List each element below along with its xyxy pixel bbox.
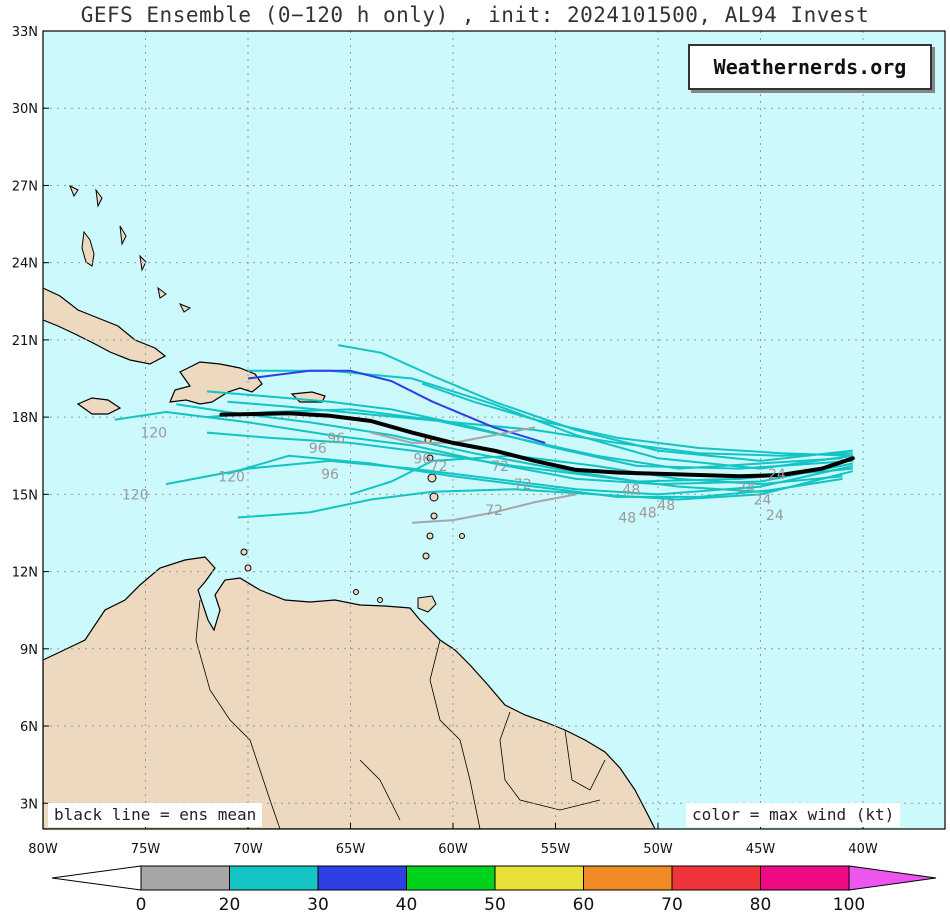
colorbar-segment <box>140 865 230 891</box>
forecast-hour-label: 96 <box>309 441 327 457</box>
forecast-hour-label: 48 <box>618 511 636 527</box>
colorbar-segment <box>406 865 496 891</box>
lat-tick-label: 6N <box>20 720 38 735</box>
ensemble-member-track <box>237 472 843 519</box>
ensemble-member-track <box>421 382 853 457</box>
ensemble-member-track <box>227 400 853 457</box>
colorbar-tick-label: 50 <box>484 895 506 915</box>
lat-tick-label: 33N <box>12 25 38 40</box>
colorbar-tick-label: 30 <box>307 895 329 915</box>
mean-line-note: black line = ens mean <box>48 803 263 827</box>
forecast-hour-label: 24 <box>768 467 786 483</box>
forecast-hour-label: 24 <box>737 480 755 496</box>
lat-tick-label: 18N <box>12 411 38 426</box>
land-jamaica <box>76 397 122 415</box>
ensemble-member-track <box>350 454 843 496</box>
lon-tick-label: 50W <box>643 842 673 857</box>
forecast-hour-label: 24 <box>766 508 784 524</box>
ensemble-member-track <box>206 431 843 493</box>
forecast-hour-label: 120 <box>140 426 167 442</box>
longitude-labels: 80W 75W 70W 65W 60W 55W 50W 45W 40W <box>28 823 878 857</box>
forecast-hour-label: 120 <box>122 488 149 504</box>
lat-tick-label: 15N <box>12 488 38 503</box>
forecast-hour-label: 48 <box>639 506 657 522</box>
land-trinidad <box>417 595 437 613</box>
forecast-hour-label: 72 <box>485 503 503 519</box>
map-title: GEFS Ensemble (0−120 h only) , init: 202… <box>80 3 870 27</box>
colorbar-segment <box>494 865 584 891</box>
colorbar-segment <box>583 865 673 891</box>
lat-tick-label: 27N <box>12 179 38 194</box>
land-bahamas <box>69 184 192 313</box>
lat-tick-label: 24N <box>12 257 38 272</box>
lon-tick-label: 60W <box>438 842 468 857</box>
colorbar-segment <box>760 865 850 891</box>
forecast-hour-label: 72 <box>491 459 509 475</box>
colorbar-tick-label: 80 <box>750 895 772 915</box>
lat-tick-label: 3N <box>20 797 38 812</box>
land-hispaniola <box>169 361 263 405</box>
latitude-labels: 3N 6N 9N 12N 15N 18N 21N 24N 27N 30N 33N <box>12 25 49 812</box>
forecast-hour-label: 48 <box>657 498 675 514</box>
lat-tick-label: 12N <box>12 566 38 581</box>
ensemble-member-track <box>411 493 577 524</box>
ensemble-member-track <box>206 408 843 470</box>
grid-lines <box>43 31 945 829</box>
colorbar-tick-label: 70 <box>661 895 683 915</box>
forecast-hour-label: 48 <box>622 482 640 498</box>
wind-color-note: color = max wind (kt) <box>686 803 901 827</box>
forecast-hour-label: 24 <box>754 493 772 509</box>
forecast-hour-label: 96 <box>413 451 431 467</box>
colorbar-tick-label: 100 <box>833 895 865 915</box>
lon-tick-label: 70W <box>233 842 263 857</box>
ensemble-member-track <box>338 344 853 462</box>
plot-frame <box>42 30 946 830</box>
lat-tick-label: 21N <box>12 334 38 349</box>
forecast-hour-label: 96 <box>327 431 345 447</box>
wind-colorbar: 0 20 30 40 50 60 70 80 100 <box>51 865 937 915</box>
colorbar-segment <box>317 865 407 891</box>
lon-tick-label: 55W <box>541 842 571 857</box>
colorbar-low-arrow <box>51 865 142 891</box>
lon-tick-label: 40W <box>848 842 878 857</box>
ensemble-member-track <box>247 369 546 444</box>
forecast-hour-label: 120 <box>218 469 245 485</box>
lon-tick-label: 65W <box>336 842 366 857</box>
land-layer <box>43 184 656 829</box>
forecast-hour-label: 96 <box>321 467 339 483</box>
forecast-hour-label: 72 <box>514 477 532 493</box>
country-borders <box>195 599 606 829</box>
colorbar-high-arrow <box>848 865 937 891</box>
lon-tick-label: 80W <box>28 842 58 857</box>
lat-tick-label: 30N <box>12 102 38 117</box>
colorbar-tick-label: 0 <box>136 895 147 915</box>
land-lesser-antilles <box>240 436 465 603</box>
colorbar-tick-label: 20 <box>219 895 241 915</box>
colorbar-tick-label: 40 <box>396 895 418 915</box>
weathernerds-logo-box: Weathernerds.org <box>688 44 932 90</box>
ensemble-mean-track <box>219 411 855 479</box>
land-cuba <box>43 287 167 365</box>
lon-tick-label: 75W <box>131 842 161 857</box>
forecast-hour-label: 72 <box>430 459 448 475</box>
ensemble-member-track <box>114 411 853 486</box>
colorbar-segment <box>671 865 761 891</box>
colorbar-tick-label: 60 <box>573 895 595 915</box>
lat-tick-label: 9N <box>20 643 38 658</box>
colorbar-segment <box>229 865 319 891</box>
land-south-america <box>43 556 656 829</box>
lon-tick-label: 45W <box>746 842 776 857</box>
